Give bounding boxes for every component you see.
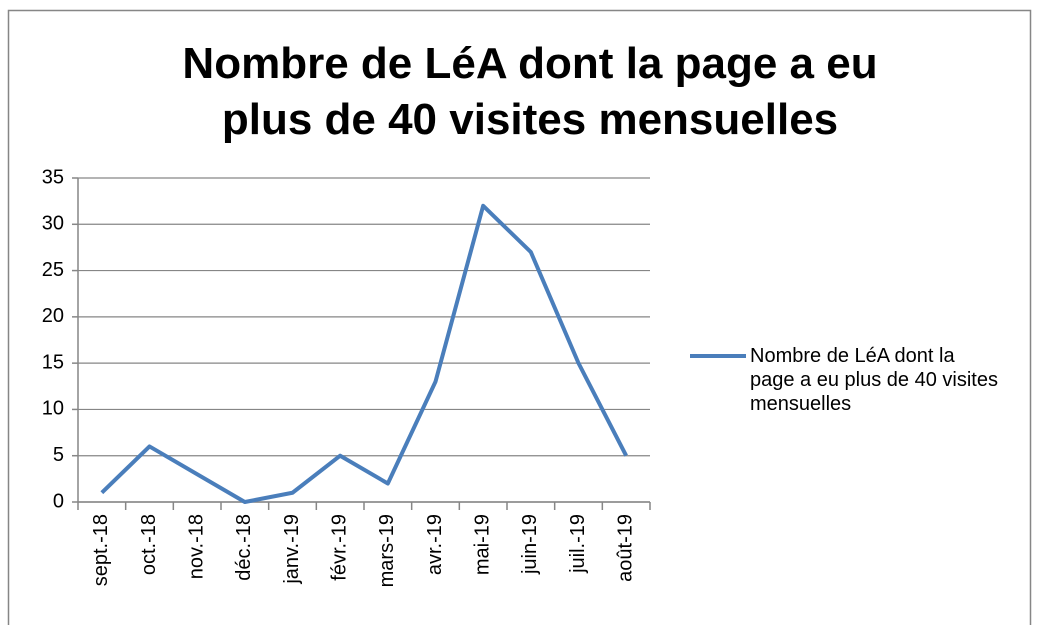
y-tick-label: 35 (42, 166, 64, 188)
y-tick-label: 20 (42, 305, 64, 327)
x-tick-label: janv.-19 (281, 514, 303, 585)
x-tick-label: juil.-19 (567, 514, 589, 574)
x-tick-label: juin-19 (519, 514, 541, 575)
x-tick-label: oct.-18 (138, 514, 160, 575)
x-tick-label: avr.-19 (424, 514, 446, 575)
chart-title: Nombre de LéA dont la page a eu plus de … (182, 39, 878, 144)
y-tick-label: 10 (42, 398, 64, 420)
x-tick-label: mai-19 (471, 514, 493, 575)
x-tick-label: mars-19 (376, 514, 398, 587)
x-tick-label: févr.-19 (328, 514, 350, 581)
y-tick-label: 5 (53, 444, 64, 466)
x-tick-label: déc.-18 (233, 514, 255, 581)
legend-label: Nombre de LéA dont la page a eu plus de … (750, 345, 998, 415)
y-tick-label: 30 (42, 213, 64, 235)
series-line (100, 203, 628, 504)
y-tick-label: 25 (42, 259, 64, 281)
x-tick-label: août-19 (614, 514, 636, 582)
y-tick-label: 0 (53, 490, 64, 512)
y-tick-label: 15 (42, 351, 64, 373)
x-tick-label: nov.-18 (185, 514, 207, 579)
x-tick-label: sept.-18 (90, 514, 112, 586)
chart-border (7, 9, 1032, 625)
